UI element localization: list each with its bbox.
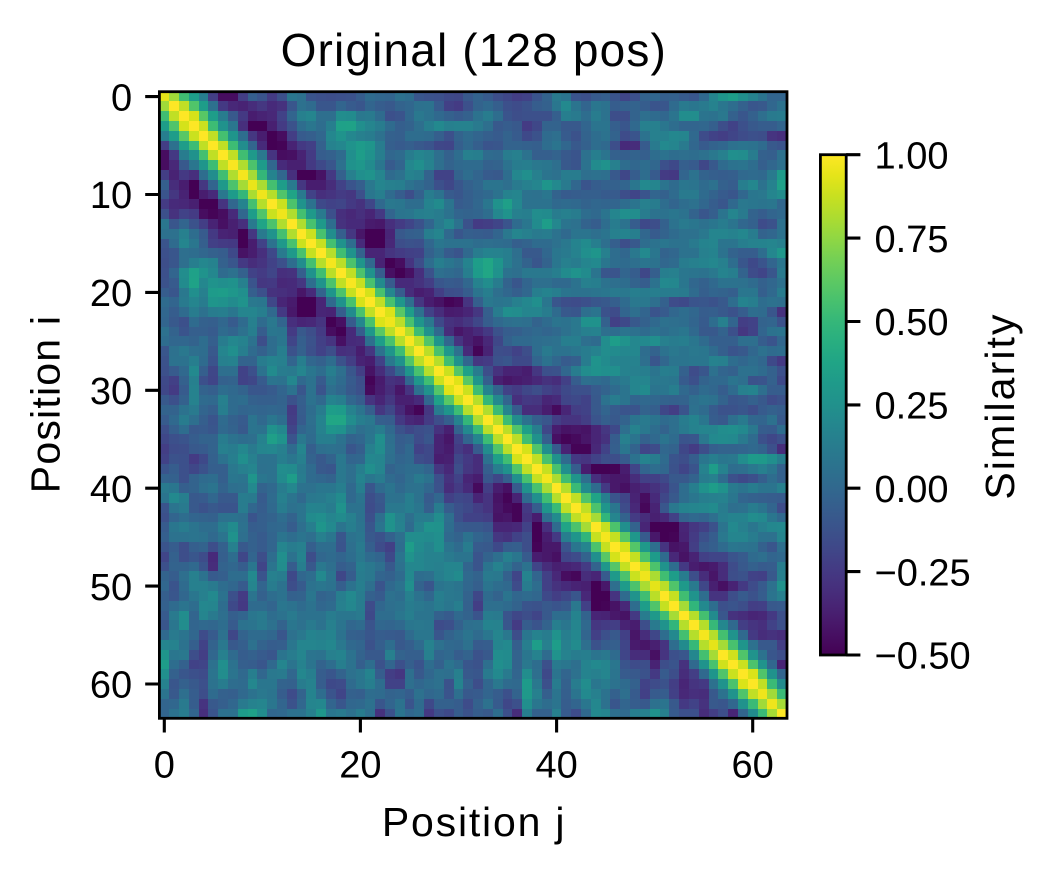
svg-text:20: 20 — [339, 744, 381, 786]
svg-text:0.75: 0.75 — [875, 219, 949, 261]
svg-text:−0.25: −0.25 — [875, 552, 971, 594]
svg-text:10: 10 — [90, 175, 132, 217]
svg-text:60: 60 — [90, 665, 132, 707]
svg-text:0.00: 0.00 — [875, 469, 949, 511]
svg-text:40: 40 — [535, 744, 577, 786]
svg-text:20: 20 — [90, 273, 132, 315]
svg-text:60: 60 — [732, 744, 774, 786]
svg-text:0.50: 0.50 — [875, 302, 949, 344]
svg-text:0: 0 — [154, 744, 175, 786]
svg-text:Original (128 pos): Original (128 pos) — [281, 24, 667, 76]
svg-text:0.25: 0.25 — [875, 386, 949, 428]
svg-text:Position i: Position i — [23, 315, 69, 493]
svg-text:40: 40 — [90, 469, 132, 511]
svg-text:0: 0 — [111, 77, 132, 119]
svg-text:30: 30 — [90, 371, 132, 413]
svg-text:Position j: Position j — [382, 799, 566, 845]
svg-text:1.00: 1.00 — [875, 135, 949, 177]
svg-text:Similarity: Similarity — [977, 312, 1023, 499]
svg-text:−0.50: −0.50 — [875, 636, 971, 678]
svg-text:50: 50 — [90, 567, 132, 609]
